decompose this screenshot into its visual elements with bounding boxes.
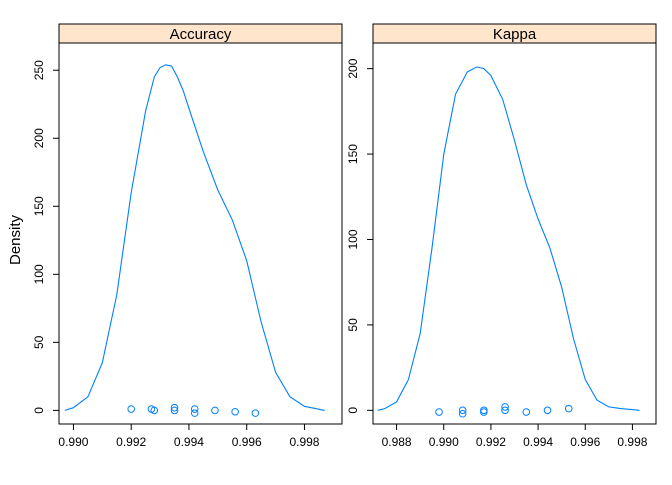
- x-tick-label: 0.990: [58, 435, 88, 449]
- data-point: [170, 406, 179, 415]
- data-point: [231, 407, 239, 416]
- y-tick-label: 50: [32, 335, 46, 349]
- data-point: [458, 409, 467, 418]
- y-tick-label: 100: [346, 229, 360, 249]
- data-point: [251, 409, 260, 417]
- density-curve: [64, 64, 325, 411]
- x-tick-label: 0.992: [116, 435, 146, 449]
- data-point: [501, 406, 509, 415]
- plot-frame: [58, 42, 343, 425]
- data-point: [150, 406, 159, 415]
- data-point: [522, 408, 531, 416]
- panel-title: Accuracy: [170, 26, 232, 43]
- x-tick-label: 0.990: [429, 435, 459, 449]
- data-point: [190, 405, 199, 413]
- x-tick-label: 0.998: [289, 435, 319, 449]
- data-point: [480, 408, 488, 416]
- density-curve: [377, 66, 640, 411]
- x-tick-label: 0.988: [382, 435, 412, 449]
- x-tick-label: 0.994: [174, 435, 204, 449]
- data-point: [170, 403, 179, 412]
- y-tick-label: 0: [32, 407, 46, 414]
- data-point: [190, 409, 199, 417]
- y-tick-label: 50: [346, 318, 360, 332]
- y-axis-label: Density: [7, 214, 24, 265]
- x-tick-label: 0.996: [232, 435, 262, 449]
- panel-2: Kappa 0.988 0.990 0.992 0.994 0.996 0.998 0 50 10…: [346, 23, 657, 449]
- data-point: [127, 405, 135, 413]
- data-point: [211, 406, 219, 415]
- y-tick-label: 200: [346, 58, 360, 78]
- y-tick-label: 0: [346, 407, 360, 414]
- y-tick-label: 150: [32, 196, 46, 216]
- x-tick-label: 0.992: [476, 435, 506, 449]
- data-point: [501, 403, 509, 411]
- x-tick-label: 0.996: [570, 435, 600, 449]
- x-tick-label: 0.998: [617, 435, 647, 449]
- plot-frame: [372, 42, 657, 425]
- data-point: [458, 406, 467, 415]
- x-tick-label: 0.994: [523, 435, 553, 449]
- data-point: [435, 408, 443, 416]
- panel-title: Kappa: [493, 26, 537, 43]
- y-tick-label: 200: [32, 128, 46, 148]
- y-tick-label: 150: [346, 144, 360, 164]
- y-tick-label: 100: [32, 264, 46, 284]
- y-tick-label: 250: [32, 60, 46, 80]
- data-point: [564, 404, 573, 413]
- panel-1: Accuracy 0.990 0.992 0.994 0.996 0.998 0 50 100 1…: [32, 23, 343, 449]
- data-point: [543, 406, 552, 415]
